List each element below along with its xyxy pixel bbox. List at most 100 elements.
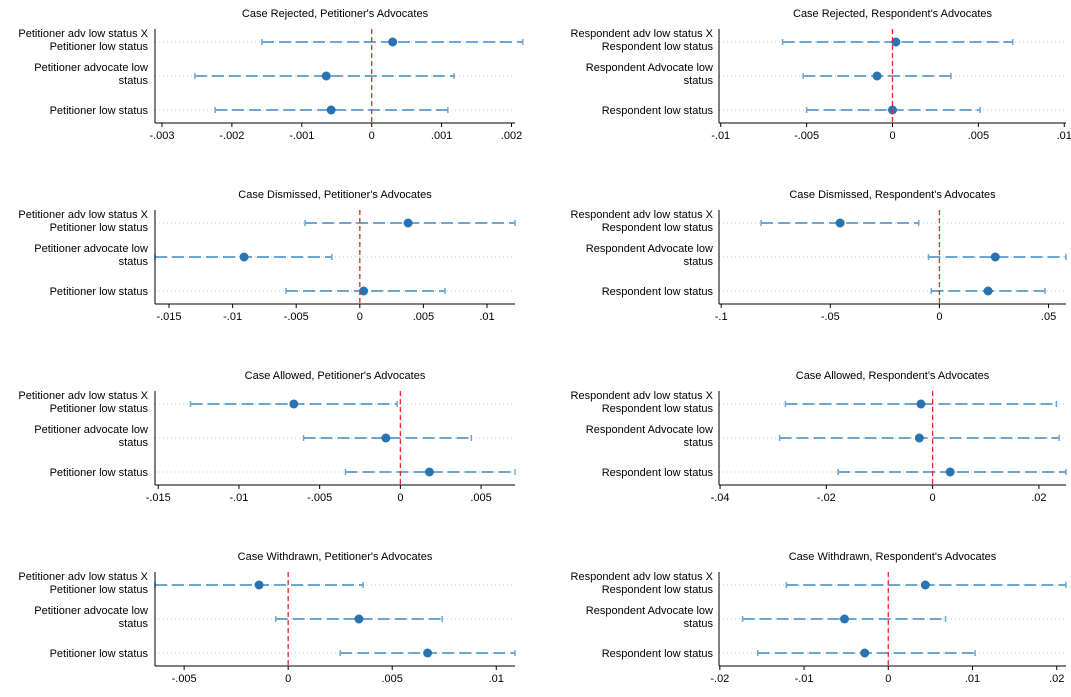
estimate-point <box>945 467 955 477</box>
row-label: Petitioner advocate low <box>34 605 148 617</box>
row-label: status <box>684 256 714 268</box>
estimate-point <box>326 105 336 115</box>
x-tick-label: .01 <box>489 673 504 685</box>
row-label: status <box>119 437 149 449</box>
row-label: Respondent low status <box>602 403 714 415</box>
coef-panel: Case Dismissed, Petitioner's Advocates Pe… <box>18 189 516 323</box>
estimate-point <box>424 467 434 477</box>
row-label: status <box>119 256 149 268</box>
row-label: status <box>119 75 149 87</box>
row-label: Respondent low status <box>602 105 714 117</box>
estimate-point <box>990 252 1000 262</box>
row-label: Petitioner low status <box>50 403 149 415</box>
estimate-point <box>872 71 882 81</box>
x-tick-label: 0 <box>357 311 363 323</box>
estimate-point <box>423 648 433 658</box>
estimate-point <box>381 433 391 443</box>
estimate-point <box>403 218 413 228</box>
row-label: Respondent Advocate low <box>586 243 713 255</box>
row-label: Petitioner low status <box>50 286 149 298</box>
row-label: Respondent Advocate low <box>586 62 713 74</box>
x-tick-label: .01 <box>965 673 980 685</box>
row-label: Respondent low status <box>602 286 714 298</box>
row-label: status <box>684 618 714 630</box>
row-label: status <box>684 75 714 87</box>
x-tick-label: -.01 <box>795 673 814 685</box>
x-tick-label: -.04 <box>711 492 730 504</box>
estimate-point <box>388 37 398 47</box>
coef-panel: Case Dismissed, Respondent's Advocates Re… <box>571 189 1067 323</box>
estimate-point <box>321 71 331 81</box>
x-tick-label: .005 <box>413 311 434 323</box>
coef-panel: Case Allowed, Respondent's Advocates Resp… <box>571 370 1067 504</box>
panel-title: Case Withdrawn, Petitioner's Advocates <box>238 551 433 563</box>
row-label: status <box>119 618 149 630</box>
row-label: Respondent adv low status X <box>571 28 714 40</box>
x-tick-label: .01 <box>479 311 494 323</box>
row-label: Respondent low status <box>602 648 714 660</box>
x-tick-label: .005 <box>968 130 989 142</box>
row-label: Petitioner adv low status X <box>18 390 148 402</box>
panel-title: Case Withdrawn, Respondent's Advocates <box>789 551 997 563</box>
x-tick-label: 0 <box>889 130 895 142</box>
panel-title: Case Dismissed, Petitioner's Advocates <box>238 189 432 201</box>
x-tick-label: -.005 <box>172 673 197 685</box>
x-tick-label: -.015 <box>146 492 171 504</box>
x-tick-label: .01 <box>1057 130 1071 142</box>
estimate-point <box>916 399 926 409</box>
row-label: Respondent adv low status X <box>571 209 714 221</box>
row-label: Respondent low status <box>602 584 714 596</box>
coef-panel: Case Rejected, Petitioner's Advocates Pet… <box>18 8 524 142</box>
estimate-point <box>835 218 845 228</box>
x-tick-label: 0 <box>930 492 936 504</box>
row-label: Respondent adv low status X <box>571 571 714 583</box>
estimate-point <box>239 252 249 262</box>
x-tick-label: .05 <box>1041 311 1056 323</box>
row-label: Petitioner advocate low <box>34 243 148 255</box>
row-label: Respondent Advocate low <box>586 605 713 617</box>
row-label: Petitioner low status <box>50 648 149 660</box>
panel-title: Case Dismissed, Respondent's Advocates <box>789 189 996 201</box>
x-tick-label: -.02 <box>710 673 729 685</box>
x-tick-label: -.01 <box>711 130 730 142</box>
panel-title: Case Rejected, Respondent's Advocates <box>793 8 992 20</box>
x-tick-label: -.005 <box>307 492 332 504</box>
panel-title: Case Rejected, Petitioner's Advocates <box>242 8 429 20</box>
x-tick-label: 0 <box>885 673 891 685</box>
x-tick-label: 0 <box>285 673 291 685</box>
row-label: Petitioner low status <box>50 105 149 117</box>
row-label: Respondent adv low status X <box>571 390 714 402</box>
x-tick-label: 0 <box>397 492 403 504</box>
x-tick-label: -.003 <box>149 130 174 142</box>
coef-panel: Case Withdrawn, Respondent's Advocates Re… <box>571 551 1067 685</box>
row-label: Respondent low status <box>602 467 714 479</box>
x-tick-label: .002 <box>501 130 522 142</box>
row-label: Respondent low status <box>602 41 714 53</box>
x-tick-label: -.05 <box>821 311 840 323</box>
x-tick-label: .02 <box>1049 673 1064 685</box>
row-label: Petitioner advocate low <box>34 424 148 436</box>
estimate-point <box>254 580 264 590</box>
row-label: Petitioner adv low status X <box>18 28 148 40</box>
x-tick-label: .001 <box>431 130 452 142</box>
x-tick-label: -.015 <box>156 311 181 323</box>
x-tick-label: 0 <box>369 130 375 142</box>
estimate-point <box>289 399 299 409</box>
x-tick-label: .02 <box>1031 492 1046 504</box>
x-tick-label: -.02 <box>817 492 836 504</box>
estimate-point <box>920 580 930 590</box>
estimate-point <box>839 614 849 624</box>
panel-title: Case Allowed, Respondent's Advocates <box>796 370 990 382</box>
coef-panel: Case Rejected, Respondent's Advocates Res… <box>571 8 1071 142</box>
row-label: Petitioner low status <box>50 584 149 596</box>
estimate-point <box>914 433 924 443</box>
x-tick-label: -.005 <box>284 311 309 323</box>
row-label: Respondent low status <box>602 222 714 234</box>
coef-panel: Case Allowed, Petitioner's Advocates Peti… <box>18 370 516 504</box>
estimate-point <box>983 286 993 296</box>
row-label: Petitioner low status <box>50 222 149 234</box>
x-tick-label: 0 <box>936 311 942 323</box>
x-tick-label: -.01 <box>223 311 242 323</box>
estimate-point <box>860 648 870 658</box>
